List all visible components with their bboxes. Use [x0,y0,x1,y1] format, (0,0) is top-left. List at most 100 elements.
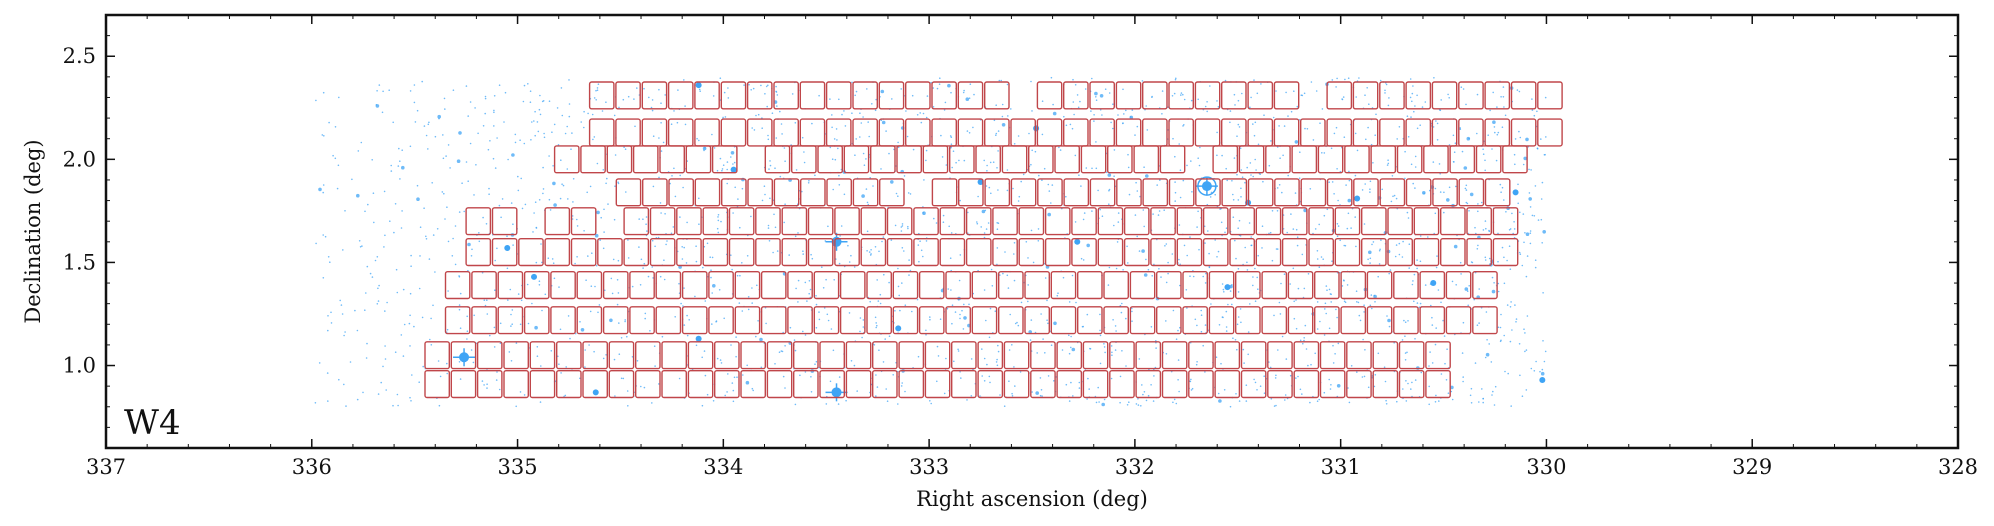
source-point [567,315,570,317]
source-point [1252,175,1254,178]
pointing-footprint [659,145,685,174]
bright-star [1033,125,1040,132]
source-point [330,322,333,324]
source-point [473,194,475,196]
source-point [496,247,498,250]
source-point [1529,242,1532,245]
source-point [1297,287,1300,290]
source-point [1471,261,1474,264]
source-point [1174,181,1176,183]
source-point [493,346,496,348]
source-point [367,203,369,206]
pointing-footprint [1071,207,1097,236]
source-point [1278,301,1281,304]
source-point [717,216,719,218]
source-point [1232,216,1235,218]
source-point [1143,166,1145,168]
pointing-footprint [544,207,571,236]
source-point [613,218,616,221]
source-point [627,257,630,259]
source-point [1029,339,1032,341]
source-point [553,123,556,126]
source-point [1043,167,1046,170]
source-point [831,126,833,129]
source-point [1337,199,1339,202]
source-point [797,232,799,234]
source-point [1392,195,1394,198]
source-point [583,126,585,129]
source-point [774,363,776,365]
source-point [425,134,428,137]
source-point [867,121,869,123]
source-point [494,259,497,262]
source-point [983,357,986,360]
source-point [907,227,909,230]
source-point [1222,288,1225,291]
pointing-footprint [1089,178,1116,207]
source-point [1037,240,1040,242]
source-point [470,255,473,257]
source-point [624,320,626,323]
source-point [410,265,412,268]
source-point [1502,86,1505,88]
pointing-footprint [476,341,503,370]
source-point [1028,330,1032,334]
source-point [900,230,903,232]
source-point [735,355,737,358]
pointing-footprint [1208,306,1235,335]
source-point [1513,228,1516,230]
source-point [541,261,543,264]
source-point [429,338,431,341]
source-point [1115,330,1117,332]
source-point [409,345,411,347]
source-point [1363,311,1365,313]
pointing-footprint [1334,237,1361,267]
source-point [897,403,899,405]
source-point [891,98,893,100]
pointing-footprint [878,81,905,110]
source-point [681,246,683,248]
source-point [1042,338,1044,340]
source-point [452,89,455,91]
source-point [487,148,490,151]
pointing-footprint [1466,237,1492,267]
source-point [1495,159,1498,162]
source-point [1460,86,1463,88]
source-point [633,98,635,100]
source-point [434,271,436,273]
source-point [1450,385,1454,390]
source-point [1290,213,1292,215]
source-point [1135,403,1138,405]
source-point [925,240,928,242]
source-point [1509,340,1512,343]
source-point [899,309,901,312]
source-point [1111,351,1113,354]
source-point [1420,371,1423,374]
source-point [1234,104,1236,106]
source-point [542,188,545,190]
pointing-footprint [866,306,892,335]
pointing-footprint [872,370,898,399]
source-point [1050,76,1053,79]
source-point [850,254,852,257]
source-point [495,379,498,381]
source-point [1336,223,1339,225]
source-point [1238,400,1241,402]
source-point [925,116,928,119]
source-point [1014,385,1016,387]
source-point [393,231,395,234]
pointing-footprint [681,271,708,300]
source-point [1083,212,1086,214]
source-point [1410,116,1412,118]
source-point [423,207,425,209]
source-point [742,374,744,376]
source-point [1167,261,1169,264]
source-point [1463,166,1468,170]
source-point [788,254,790,256]
source-point [1326,289,1328,292]
source-point [851,112,853,114]
bright-star [895,325,902,332]
pointing-footprint [825,118,852,147]
source-point [1354,174,1357,177]
source-point [799,374,801,377]
